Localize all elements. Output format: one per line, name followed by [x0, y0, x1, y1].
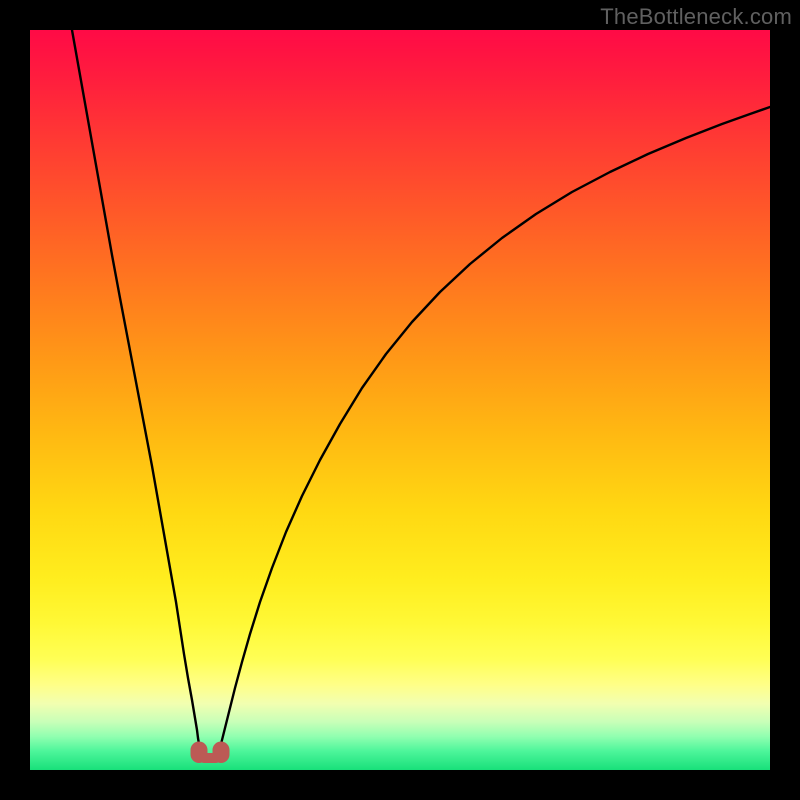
chart-svg [30, 30, 770, 770]
gradient-background [30, 30, 770, 770]
plot-area [30, 30, 770, 770]
watermark-text: TheBottleneck.com [600, 4, 792, 30]
chart-frame: TheBottleneck.com [0, 0, 800, 800]
